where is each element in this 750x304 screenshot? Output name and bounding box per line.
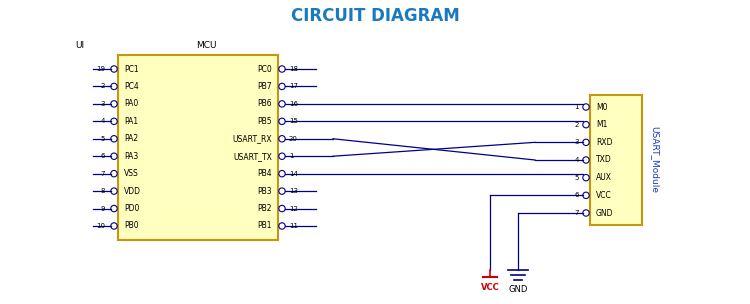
Text: PC1: PC1 (124, 64, 139, 74)
Text: PA2: PA2 (124, 134, 138, 143)
Text: 3: 3 (574, 139, 579, 145)
Text: PD0: PD0 (124, 204, 140, 213)
Text: 17: 17 (289, 83, 298, 89)
Text: 6: 6 (100, 153, 105, 159)
Bar (590, 95, 642, 225)
Text: CIRCUIT DIAGRAM: CIRCUIT DIAGRAM (291, 7, 459, 25)
Text: USART_RX: USART_RX (232, 134, 272, 143)
Text: 20: 20 (289, 136, 298, 142)
Text: VDD: VDD (124, 187, 141, 195)
Text: VCC: VCC (481, 284, 500, 292)
Text: VCC: VCC (596, 191, 612, 200)
Text: PB5: PB5 (257, 117, 272, 126)
Text: PA0: PA0 (124, 99, 138, 109)
Text: GND: GND (509, 285, 528, 295)
Text: 2: 2 (574, 122, 579, 128)
Text: TXD: TXD (596, 156, 612, 164)
Text: 5: 5 (574, 175, 579, 181)
Text: GND: GND (596, 209, 613, 217)
Text: VSS: VSS (124, 169, 139, 178)
Text: PC0: PC0 (257, 64, 272, 74)
Text: 7: 7 (100, 171, 105, 177)
Text: USART_TX: USART_TX (233, 152, 272, 161)
Text: 15: 15 (289, 118, 298, 124)
Text: 5: 5 (100, 136, 105, 142)
Text: 12: 12 (289, 206, 298, 212)
Text: 1: 1 (289, 153, 293, 159)
Text: M1: M1 (596, 120, 608, 129)
Text: PA1: PA1 (124, 117, 138, 126)
Text: RXD: RXD (596, 138, 613, 147)
Text: PB4: PB4 (257, 169, 272, 178)
Bar (118, 55, 278, 240)
Text: 6: 6 (574, 192, 579, 198)
Text: PB2: PB2 (257, 204, 272, 213)
Text: 4: 4 (574, 157, 579, 163)
Text: 10: 10 (96, 223, 105, 229)
Text: PA3: PA3 (124, 152, 138, 161)
Text: 19: 19 (96, 66, 105, 72)
Text: AUX: AUX (596, 173, 612, 182)
Text: 4: 4 (100, 118, 105, 124)
Text: 9: 9 (100, 206, 105, 212)
Text: PB0: PB0 (124, 222, 139, 230)
Text: 8: 8 (100, 188, 105, 194)
Text: 14: 14 (289, 171, 298, 177)
Text: MCU: MCU (196, 41, 216, 50)
Text: PB1: PB1 (257, 222, 272, 230)
Text: USART_Module: USART_Module (650, 126, 659, 194)
Text: 16: 16 (289, 101, 298, 107)
Text: PC4: PC4 (124, 82, 139, 91)
Text: 7: 7 (574, 210, 579, 216)
Text: 11: 11 (289, 223, 298, 229)
Text: UI: UI (76, 41, 85, 50)
Text: 18: 18 (289, 66, 298, 72)
Text: 3: 3 (100, 101, 105, 107)
Text: PB3: PB3 (257, 187, 272, 195)
Text: PB6: PB6 (257, 99, 272, 109)
Text: M0: M0 (596, 102, 608, 112)
Text: 1: 1 (574, 104, 579, 110)
Text: 2: 2 (100, 83, 105, 89)
Text: PB7: PB7 (257, 82, 272, 91)
Text: 13: 13 (289, 188, 298, 194)
